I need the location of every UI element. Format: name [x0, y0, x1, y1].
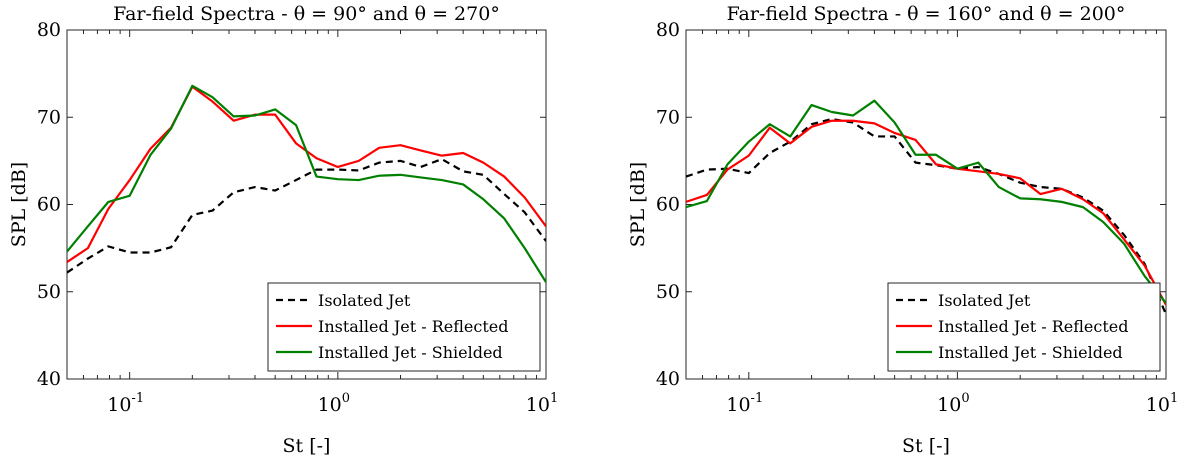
y-tick-label: 60	[656, 194, 680, 216]
x-axis-label: St [-]	[283, 435, 331, 457]
y-tick-label: 40	[656, 368, 680, 390]
y-axis-label: SPL [dB]	[8, 162, 30, 247]
y-tick-label: 80	[656, 19, 680, 41]
x-tick-base: 10	[726, 394, 750, 416]
x-tick-label: 10-1	[726, 391, 763, 416]
x-tick-base: 10	[526, 394, 550, 416]
series-line-3	[686, 99, 1166, 304]
y-tick-label: 70	[37, 106, 61, 128]
legend-label-2: Installed Jet - Reflected	[938, 317, 1128, 336]
y-tick-label: 50	[37, 281, 61, 303]
series-line-2	[686, 119, 1166, 306]
x-tick-label: 10-1	[107, 391, 144, 416]
legend: Isolated Jet Installed Jet - Reflected Ins…	[267, 282, 541, 372]
x-tick-label: 100	[318, 391, 350, 416]
legend-label-1: Isolated Jet	[318, 291, 411, 310]
x-tick-base: 10	[1146, 394, 1170, 416]
x-tick-base: 10	[107, 394, 131, 416]
x-tick-exponent: 1	[1170, 391, 1178, 406]
series-group	[67, 84, 546, 283]
chart-title: Far-field Spectra - θ = 90° and θ = 270°	[113, 3, 500, 25]
legend-label-3: Installed Jet - Shielded	[938, 343, 1123, 362]
x-tick-exponent: 0	[342, 391, 350, 406]
y-tick-label: 80	[37, 19, 61, 41]
x-tick-label: 100	[937, 391, 969, 416]
legend-label-3: Installed Jet - Shielded	[318, 343, 503, 362]
legend-box	[887, 282, 1161, 372]
legend: Isolated Jet Installed Jet - Reflected Ins…	[887, 282, 1161, 372]
x-tick-exponent: -1	[751, 391, 764, 406]
x-tick-exponent: -1	[131, 391, 144, 406]
series-line-1	[67, 158, 546, 274]
y-axis-label: SPL [dB]	[627, 162, 649, 247]
legend-label-1: Isolated Jet	[938, 291, 1031, 310]
x-tick-exponent: 1	[550, 391, 558, 406]
x-tick-exponent: 0	[961, 391, 969, 406]
chart-title: Far-field Spectra - θ = 160° and θ = 200…	[727, 3, 1126, 25]
x-axis-label: St [-]	[902, 435, 950, 457]
series-group	[686, 99, 1166, 315]
legend-label-2: Installed Jet - Reflected	[318, 317, 508, 336]
x-tick-label: 101	[526, 391, 558, 416]
legend-box	[267, 282, 541, 372]
chart-panel-right: Far-field Spectra - θ = 160° and θ = 200…	[627, 3, 1178, 457]
chart-panel-left: Far-field Spectra - θ = 90° and θ = 270°…	[8, 3, 558, 457]
y-tick-label: 40	[37, 368, 61, 390]
y-tick-label: 60	[37, 194, 61, 216]
x-tick-base: 10	[937, 394, 961, 416]
x-tick-label: 101	[1146, 391, 1178, 416]
series-line-1	[686, 117, 1166, 315]
series-line-3	[67, 84, 546, 283]
y-tick-label: 70	[656, 106, 680, 128]
y-tick-label: 50	[656, 281, 680, 303]
x-tick-base: 10	[318, 394, 342, 416]
